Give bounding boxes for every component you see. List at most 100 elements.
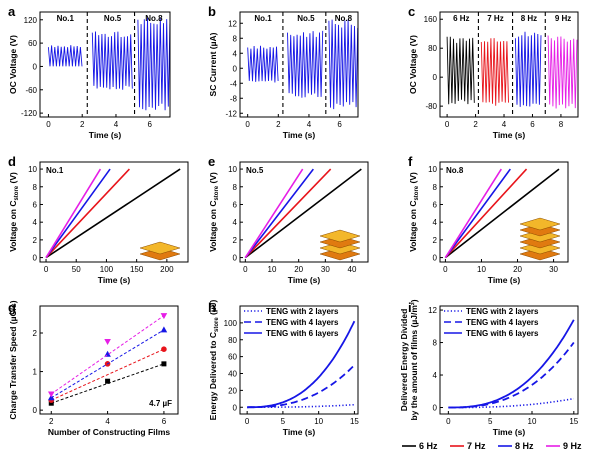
y-tick-label: 120 [24, 16, 38, 25]
segment-label: No.1 [254, 14, 272, 23]
y-tick-label: 100 [224, 319, 238, 328]
axes-frame [439, 11, 579, 118]
y-axis-label-main: Voltage on C [8, 201, 18, 252]
segment-label: 8 Hz [521, 14, 537, 23]
y-axis-label-main: Voltage on C [408, 201, 418, 252]
data-point [105, 378, 111, 384]
y-axis-label-subscript: store [214, 317, 220, 332]
y-tick-label: 0 [33, 62, 38, 71]
y-tick-label: -12 [225, 109, 237, 118]
x-tick-label: 6 [148, 120, 153, 129]
series-line-9hz [244, 168, 304, 259]
signal-trace-no5 [287, 30, 324, 98]
y-axis-label: Charge Transfer Speed (µC/s) [8, 300, 18, 419]
x-axis-label: Time (s) [89, 130, 122, 140]
x-tick-label: 50 [72, 265, 81, 274]
y-axis-label-subscript: store [214, 185, 220, 200]
y-tick-label: 0 [233, 403, 238, 412]
panel-a: a No.1 No.5 No.8 0 2 4 6 -120 -60 0 60 120 Time (s) OC… [8, 4, 171, 140]
panel-letter: c [408, 4, 415, 19]
plot-area [247, 19, 358, 110]
series-line-9hz [444, 168, 502, 259]
x-axis-label: Number of Constructing Films [48, 427, 171, 437]
segment-label: No.8 [145, 14, 163, 23]
panel-d: d No.1 0 50 100 150 200 0 2 4 6 8 10 Time (s) Voltage … [8, 154, 189, 285]
x-tick-label: 2 [49, 417, 54, 426]
x-tick-label: 15 [569, 417, 578, 426]
y-axis-label: Delivered Energy Divided [399, 309, 409, 412]
axes-frame [439, 305, 579, 415]
legend-label: TENG with 2 layers [466, 307, 539, 316]
x-tick-label: 4 [307, 120, 312, 129]
series-line-7hz [244, 168, 332, 259]
y-axis-label-subscript: store [14, 185, 20, 200]
panel-b: b No.1 No.5 No.8 0 2 4 6 -12 -8 -4 0 4 8 12 Time (s) SC … [208, 4, 359, 140]
y-axis-label: Voltage on Cstore (V) [208, 172, 220, 252]
data-point [160, 326, 168, 333]
y-axis-label: OC Voltage (V) [8, 35, 18, 94]
panel-letter: a [8, 4, 16, 19]
y-tick-label: 2 [33, 329, 38, 338]
y-tick-label: 12 [428, 306, 437, 315]
x-tick-label: 6 [530, 120, 535, 129]
axes-frame [39, 161, 189, 263]
x-tick-label: 0 [245, 120, 250, 129]
series-line-7hz [444, 168, 528, 259]
fit-line [51, 329, 165, 399]
x-tick-label: 0 [46, 120, 51, 129]
y-axis-label-main: OC Voltage (V) [408, 35, 418, 94]
data-point [104, 350, 111, 357]
plot-area [45, 168, 181, 259]
y-tick-label: 4 [233, 49, 238, 58]
x-tick-label: 40 [348, 265, 357, 274]
segment-label: 6 Hz [453, 14, 469, 23]
data-point [161, 361, 167, 367]
y-tick-label: 4 [33, 218, 38, 227]
y-tick-label: 1 [33, 368, 38, 377]
energy-curve [247, 320, 356, 409]
x-tick-label: 6 [162, 417, 167, 426]
panel-tag: No.5 [246, 166, 264, 175]
segment-label: 7 Hz [487, 14, 503, 23]
plot-area [448, 319, 575, 409]
x-tick-label: 10 [268, 265, 277, 274]
axes-frame [239, 305, 359, 415]
y-axis-label: Voltage on Cstore (V) [408, 172, 420, 252]
y-axis-label-unit: (V) [208, 172, 218, 186]
plot-area [446, 31, 578, 109]
axes-frame [439, 161, 569, 263]
segment-label: 9 Hz [555, 14, 571, 23]
signal-trace-9hz [547, 35, 578, 109]
y-tick-label: 4 [433, 218, 438, 227]
segment-label: No.5 [297, 14, 315, 23]
y-tick-label: 10 [428, 165, 437, 174]
energy-curve [247, 364, 356, 409]
segment-label: No.8 [335, 14, 353, 23]
x-tick-label: 150 [130, 265, 144, 274]
x-tick-label: 6 [337, 120, 342, 129]
y-tick-label: 60 [28, 39, 37, 48]
series-line-6hz [244, 168, 362, 259]
y-tick-label: 0 [433, 404, 438, 413]
y-tick-label: 160 [424, 15, 438, 24]
x-tick-label: 2 [473, 120, 478, 129]
y-tick-label: 8 [33, 183, 38, 192]
panel-letter: i [408, 300, 412, 315]
bottom-legend-label: 7 Hz [467, 441, 486, 451]
panel-letter: h [208, 300, 216, 315]
fit-line [51, 348, 165, 401]
y-tick-label: 8 [433, 339, 438, 348]
axes-frame [39, 11, 171, 118]
y-tick-label: -120 [21, 109, 38, 118]
x-tick-label: 4 [105, 417, 110, 426]
x-tick-label: 2 [276, 120, 281, 129]
y-tick-label: 0 [433, 73, 438, 82]
y-tick-label: -80 [425, 102, 437, 111]
x-axis-label: Time (s) [493, 130, 526, 140]
signal-trace-6hz [446, 36, 475, 105]
bottom-legend: 6 Hz 7 Hz 8 Hz 9 Hz [402, 441, 582, 451]
y-axis-label: SC Current (µA) [208, 32, 218, 96]
y-tick-label: 6 [233, 200, 238, 209]
